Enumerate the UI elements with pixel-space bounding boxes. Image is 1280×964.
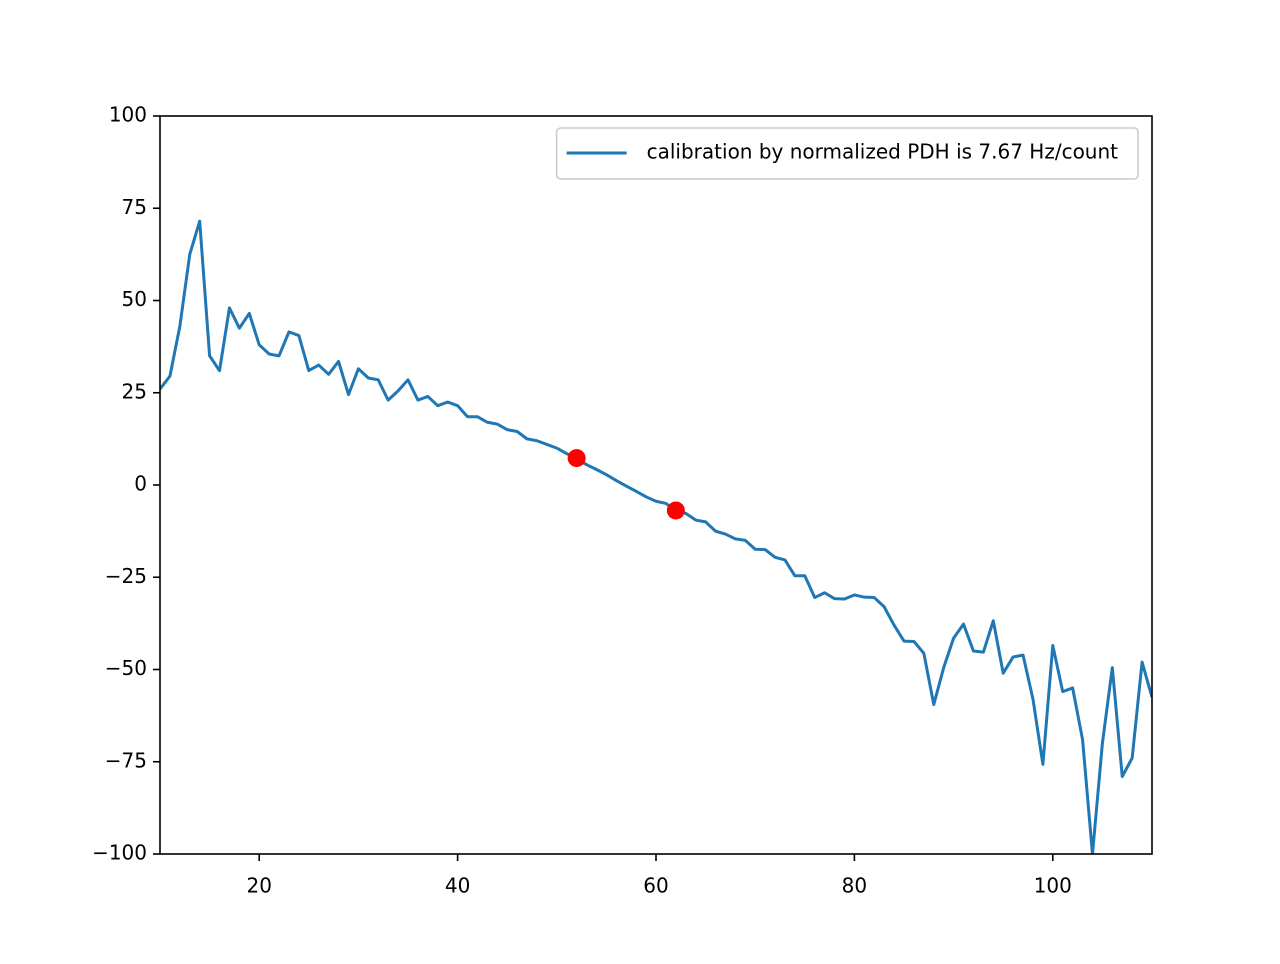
legend: calibration by normalized PDH is 7.67 Hz… — [555, 127, 1139, 180]
y-tick-label: −100 — [92, 841, 147, 865]
y-tick-label: −25 — [105, 564, 147, 588]
plot-area — [160, 219, 1152, 854]
x-tick-label: 20 — [246, 874, 271, 898]
marker-point — [666, 501, 685, 520]
y-tick-label: 0 — [134, 472, 147, 496]
x-tick-label: 60 — [643, 874, 668, 898]
legend-label: calibration by normalized PDH is 7.67 Hz… — [647, 140, 1119, 164]
marker-point — [567, 449, 586, 468]
x-tick-label: 80 — [842, 874, 867, 898]
x-tick-label: 40 — [445, 874, 470, 898]
x-tick-label: 100 — [1034, 874, 1072, 898]
y-tick-label: −50 — [105, 656, 147, 680]
legend-box — [555, 127, 1139, 180]
data-line — [160, 219, 1152, 854]
y-tick-label: 50 — [122, 287, 147, 311]
y-tick-label: 25 — [122, 379, 147, 403]
y-tick-label: −75 — [105, 748, 147, 772]
axes-frame — [159, 115, 1153, 855]
y-tick-label: 100 — [109, 103, 147, 127]
y-tick-label: 75 — [122, 195, 147, 219]
